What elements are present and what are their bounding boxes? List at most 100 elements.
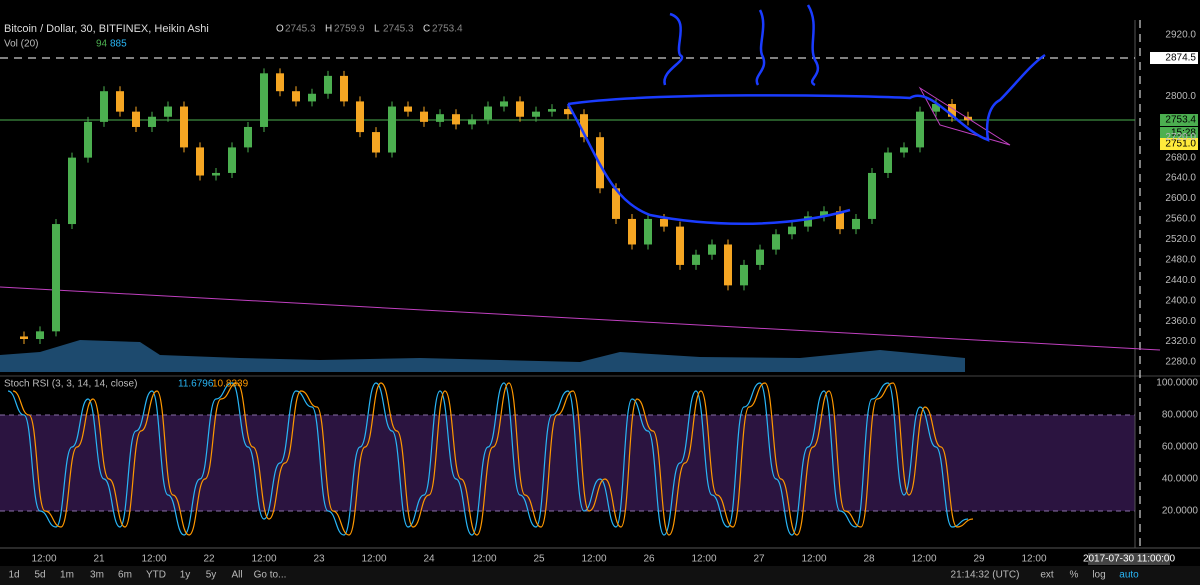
range-button[interactable]: 5d [34,570,45,581]
option-button[interactable]: % [1070,570,1079,581]
time-label: 12:00 [581,554,606,565]
time-cursor [1088,553,1170,565]
candle [612,188,620,219]
candle [884,152,892,173]
candle [644,218,652,245]
volume-value: 94 [96,39,108,50]
range-button[interactable]: 1d [8,570,19,581]
price-label: 2640.0 [1165,173,1196,184]
ohlc-key: L [374,24,380,35]
option-button[interactable]: log [1092,570,1105,581]
time-label: 22 [203,554,215,565]
candle [836,211,844,230]
ohlc-value: 2745.3 [383,24,414,35]
candle [132,111,140,127]
range-button[interactable]: 1y [180,570,191,581]
time-label: 12:00 [141,554,166,565]
candle [180,106,188,148]
range-button[interactable]: YTD [146,570,166,581]
candle [84,121,92,158]
price-label: 2280.0 [1165,357,1196,368]
ohlc-key: H [325,24,332,35]
candle [948,103,956,117]
time-label: 21 [93,554,105,565]
stoch-k: 11.6796 [178,379,214,390]
price-tag-text: 2753.4 [1165,115,1196,126]
price-label: 2480.0 [1165,254,1196,265]
time-label: 12:00 [31,554,56,565]
candle [164,106,172,117]
time-label: 12:00 [691,554,716,565]
candle [820,211,828,217]
candle [676,226,684,265]
time-cursor-text: 2017-07-30 11:00:00 [1083,554,1176,565]
clock: 21:14:32 (UTC) [951,570,1020,581]
range-button[interactable]: All [231,570,242,581]
candle [692,254,700,265]
candle [196,147,204,176]
candle [468,119,476,125]
option-button[interactable]: ext [1040,570,1054,581]
candle [52,224,60,332]
candle [788,226,796,235]
price-label: 2520.0 [1165,234,1196,245]
price-tag [1160,138,1198,150]
time-label: 24 [423,554,435,565]
candle [420,111,428,122]
volume-label[interactable]: Vol (20) [4,39,38,50]
stoch-line [7,382,969,536]
time-label: 25 [533,554,545,565]
time-label: 12:00 [801,554,826,565]
candle [372,132,380,153]
option-button[interactable]: auto [1119,570,1139,581]
price-label: 2320.0 [1165,336,1196,347]
time-label: 26 [643,554,655,565]
toolbar [0,566,1200,585]
range-button[interactable]: 3m [90,570,104,581]
time-label: 29 [973,554,985,565]
ohlc-key: O [276,24,284,35]
price-label: 2440.0 [1165,275,1196,286]
time-label: 28 [863,554,875,565]
candle [356,101,364,133]
candle [516,101,524,117]
time-label: 12:00 [1021,554,1046,565]
ohlc-value: 2759.9 [334,24,365,35]
candle [244,126,252,148]
range-button[interactable]: 6m [118,570,132,581]
price-tag [1160,114,1198,126]
candle [260,73,268,127]
candle [916,111,924,148]
candle [68,157,76,225]
stoch-line [12,382,974,536]
range-button[interactable]: 1m [60,570,74,581]
candle [660,218,668,227]
volume-area [0,340,965,372]
price-label: 2680.0 [1165,152,1196,163]
candle [852,218,860,230]
range-button[interactable]: 5y [206,570,217,581]
candle [276,73,284,92]
candle [404,106,412,112]
candle [628,218,636,245]
price-tag [1160,127,1198,139]
range-button[interactable]: Go to... [254,570,287,581]
time-label: 12:00 [361,554,386,565]
candle [564,109,572,115]
trend-line [0,286,1161,351]
candle [100,91,108,122]
symbol-title[interactable]: Bitcoin / Dollar, 30, BITFINEX, Heikin A… [4,23,209,35]
stoch-label[interactable]: Stoch RSI (3, 3, 14, 14, close) [4,379,137,390]
candle [500,101,508,107]
time-label: 23 [313,554,325,565]
pennant [918,86,1011,146]
candle [772,234,780,250]
candle [740,264,748,286]
price-label: 2800.0 [1165,91,1196,102]
candle [708,244,716,255]
price-tag [1150,52,1198,64]
candle [212,172,220,176]
candle [20,336,28,340]
candle [868,172,876,219]
time-label: 27 [753,554,765,565]
